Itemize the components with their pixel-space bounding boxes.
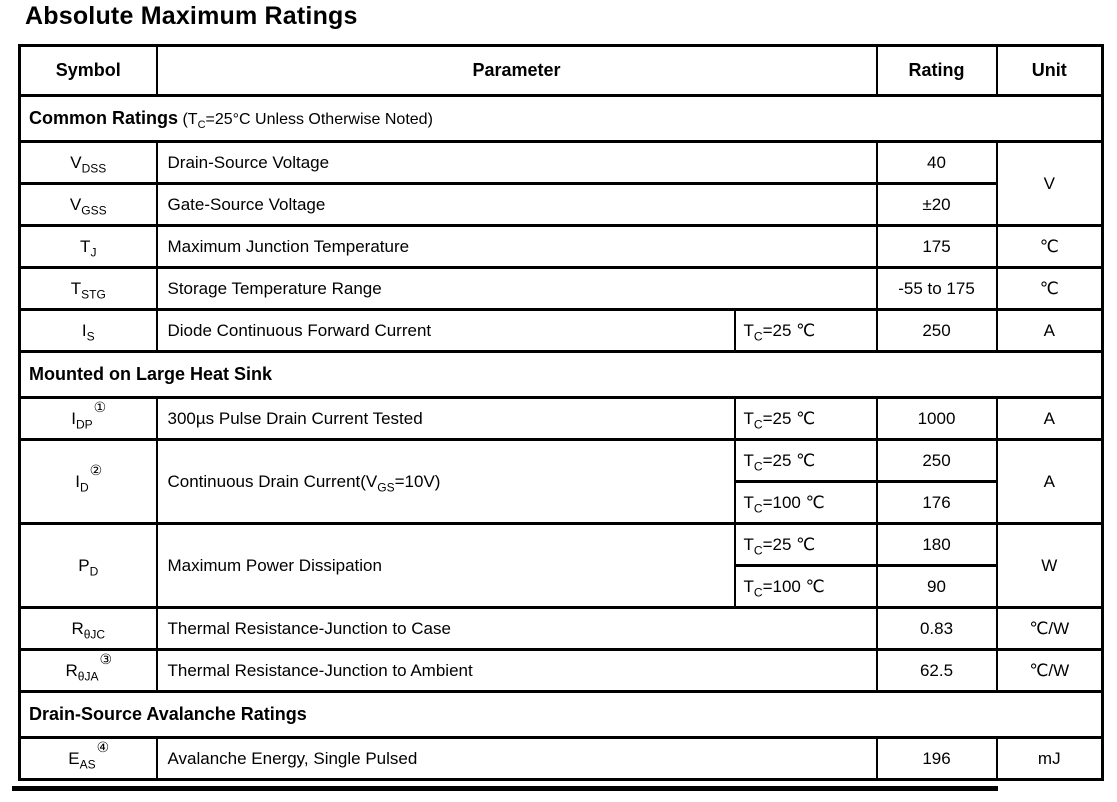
section-row-avalanche: Drain-Source Avalanche Ratings (18, 690, 1104, 739)
rating-cell: 176 (875, 480, 998, 525)
symbol-cell: VDSS (18, 140, 158, 185)
rating-cell: 62.5 (875, 648, 998, 693)
absolute-maximum-ratings-table: Symbol Parameter Rating Unit Common Rati… (18, 44, 1104, 781)
symbol-cell: TJ (18, 224, 158, 269)
table-row-tstg: TSTG Storage Temperature Range -55 to 17… (18, 266, 1104, 311)
unit-cell: V (995, 140, 1104, 227)
parameter-cell: Gate-Source Voltage (155, 182, 878, 227)
parameter-cell: 300µs Pulse Drain Current Tested (155, 396, 736, 441)
symbol-cell: ID② (18, 438, 158, 525)
parameter-cell: Storage Temperature Range (155, 266, 878, 311)
section-header-heatsink: Mounted on Large Heat Sink (18, 350, 1104, 399)
condition-cell: TC=25 ℃ (733, 308, 878, 353)
symbol-cell: RθJA③ (18, 648, 158, 693)
symbol-cell: EAS④ (18, 736, 158, 781)
symbol-cell: TSTG (18, 266, 158, 311)
symbol-cell: VGSS (18, 182, 158, 227)
table-row-eas: EAS④ Avalanche Energy, Single Pulsed 196… (18, 736, 1104, 781)
parameter-cell: Thermal Resistance-Junction to Case (155, 606, 878, 651)
col-header-parameter: Parameter (155, 44, 878, 97)
footnote-3-icon: ③ (99, 650, 113, 667)
unit-cell: ℃/W (995, 606, 1104, 651)
condition-cell: TC=25 ℃ (733, 438, 878, 483)
page-title: Absolute Maximum Ratings (25, 2, 358, 30)
rating-cell: -55 to 175 (875, 266, 998, 311)
table-row-pd-25c: PD Maximum Power Dissipation TC=25 ℃ 180… (18, 522, 1104, 609)
rating-cell: ±20 (875, 182, 998, 227)
unit-cell: A (995, 396, 1104, 441)
unit-cell: ℃ (995, 224, 1104, 269)
symbol-cell: PD (18, 522, 158, 609)
table-header-row: Symbol Parameter Rating Unit (18, 44, 1104, 97)
condition-cell: TC=25 ℃ (733, 522, 878, 567)
col-header-unit: Unit (995, 44, 1104, 97)
parameter-cell: Thermal Resistance-Junction to Ambient (155, 648, 878, 693)
rating-cell: 90 (875, 564, 998, 609)
table-row-vdss: VDSS Drain-Source Voltage 40 V (18, 140, 1104, 227)
table-row-tj: TJ Maximum Junction Temperature 175 ℃ (18, 224, 1104, 269)
condition-cell: TC=100 ℃ (733, 480, 878, 525)
symbol-cell: IS (18, 308, 158, 353)
col-header-rating: Rating (875, 44, 998, 97)
condition-cell: TC=25 ℃ (733, 396, 878, 441)
rating-cell: 180 (875, 522, 998, 567)
parameter-cell: Drain-Source Voltage (155, 140, 878, 185)
table-row-vgss: VGSS Gate-Source Voltage ±20 (18, 182, 1103, 227)
footnote-2-icon: ② (89, 461, 103, 478)
table-row-idp: IDP① 300µs Pulse Drain Current Tested TC… (18, 396, 1104, 441)
table-row-rthjc: RθJC Thermal Resistance-Junction to Case… (18, 606, 1104, 651)
symbol-cell: RθJC (18, 606, 158, 651)
rating-cell: 40 (875, 140, 998, 185)
section-header-common-ratings: Common Ratings (TC=25°C Unless Otherwise… (18, 94, 1104, 143)
section-label: Common Ratings (29, 108, 179, 128)
table-row-id-100c: TC=100 ℃ 176 (20, 480, 1103, 525)
parameter-cell: Maximum Junction Temperature (155, 224, 878, 269)
parameter-cell: Continuous Drain Current(VGS=10V) (155, 438, 736, 525)
condition-cell: TC=100 ℃ (733, 564, 878, 609)
parameter-cell: Maximum Power Dissipation (155, 522, 736, 609)
rating-cell: 250 (875, 308, 998, 353)
section-header-avalanche: Drain-Source Avalanche Ratings (18, 690, 1104, 739)
unit-cell: A (995, 438, 1104, 525)
table-row-pd-100c: TC=100 ℃ 90 (20, 564, 1103, 609)
unit-cell: A (995, 308, 1104, 353)
table-row-rthja: RθJA③ Thermal Resistance-Junction to Amb… (18, 648, 1104, 693)
rating-cell: 196 (875, 736, 998, 781)
symbol-cell: IDP① (18, 396, 158, 441)
table-row-is: IS Diode Continuous Forward Current TC=2… (18, 308, 1104, 353)
rating-cell: 0.83 (875, 606, 998, 651)
unit-cell: ℃ (995, 266, 1104, 311)
section-note: (TC=25°C Unless Otherwise Noted) (178, 111, 433, 132)
footnote-1-icon: ① (93, 398, 107, 415)
bottom-divider-rule (12, 786, 998, 791)
rating-cell: 250 (875, 438, 998, 483)
rating-cell: 175 (875, 224, 998, 269)
col-header-symbol: Symbol (18, 44, 158, 97)
parameter-cell: Avalanche Energy, Single Pulsed (155, 736, 878, 781)
unit-cell: mJ (995, 736, 1104, 781)
footnote-4-icon: ④ (96, 738, 110, 755)
section-row-common-ratings: Common Ratings (TC=25°C Unless Otherwise… (18, 94, 1104, 143)
unit-cell: ℃/W (995, 648, 1104, 693)
rating-cell: 1000 (875, 396, 998, 441)
table-row-id-25c: ID② Continuous Drain Current(VGS=10V) TC… (18, 438, 1104, 525)
parameter-cell: Diode Continuous Forward Current (155, 308, 736, 353)
section-row-heatsink: Mounted on Large Heat Sink (18, 350, 1104, 399)
unit-cell: W (995, 522, 1104, 609)
